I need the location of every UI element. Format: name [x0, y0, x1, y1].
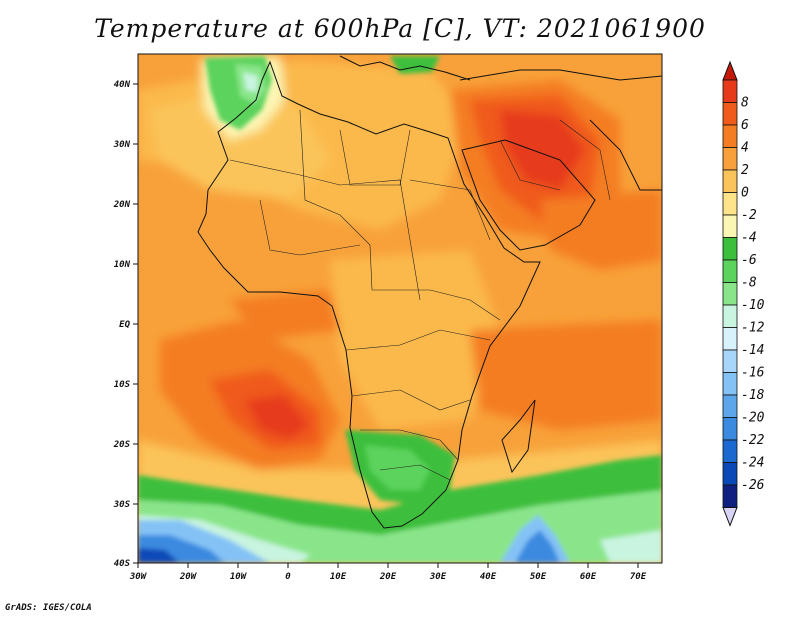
- lon-tick-label: 20W: [179, 572, 198, 582]
- colorbar-swatch: [722, 439, 738, 463]
- colorbar-label: 0: [741, 186, 749, 201]
- colorbar-label: -20: [741, 411, 765, 426]
- lon-tick-label: 10E: [330, 572, 347, 582]
- colorbar-label: -12: [741, 321, 765, 336]
- lat-tick-label: 30N: [113, 140, 131, 150]
- colorbar-swatch: [722, 259, 738, 283]
- colorbar-swatch: [722, 282, 738, 306]
- plot-frame: [137, 53, 663, 564]
- colorbar-swatch: [722, 169, 738, 193]
- colorbar-bottom-arrow: [722, 507, 738, 527]
- lat-tick-label: 20S: [113, 440, 131, 450]
- lon-tick-label: 40E: [480, 572, 497, 582]
- temperature-field: [138, 54, 662, 563]
- lon-tick-labels: 30W 20W 10W 0 10E 20E 30E 40E 50E 60E 70…: [129, 572, 647, 582]
- coastlines: [197, 55, 662, 529]
- lon-tick-label: 30E: [429, 572, 447, 582]
- colorbar: 8 6 4 2 0 -2 -4 -6 -8 -10 -12 -14 -16 -18 -20 -22 -24 -26: [722, 60, 765, 527]
- colorbar-label: -26: [741, 478, 765, 493]
- country-borders: [229, 109, 611, 481]
- colorbar-swatch: [722, 147, 738, 171]
- colorbar-swatch: [722, 304, 738, 328]
- colorbar-label: -8: [741, 276, 757, 291]
- colorbar-swatch: [722, 192, 738, 216]
- lat-tick-labels: 40N 30N 20N 10N EQ 10S 20S 30S 40S: [113, 80, 131, 569]
- colorbar-swatch: [722, 237, 738, 261]
- lat-tick-label: 20N: [113, 200, 131, 210]
- lon-tick-label: 50E: [530, 572, 547, 582]
- lat-tick-label: 40S: [114, 559, 131, 569]
- lon-tick-label: 0: [285, 572, 291, 582]
- colorbar-label: 8: [741, 96, 749, 111]
- lat-tick-label: 10N: [114, 260, 131, 270]
- colorbar-label: -6: [741, 253, 757, 268]
- lon-tick-label: 30W: [129, 572, 148, 582]
- colorbar-label: -4: [741, 231, 757, 246]
- lon-tick-label: 10W: [230, 572, 248, 582]
- lat-tick-label: EQ: [119, 320, 130, 330]
- colorbar-swatch: [722, 462, 738, 486]
- colorbar-label: 6: [741, 118, 749, 133]
- credit-label: GrADS: IGES/COLA: [5, 603, 92, 613]
- colorbar-swatch: [722, 79, 738, 103]
- colorbar-swatch: [722, 102, 738, 126]
- axis-ticks: [133, 83, 639, 568]
- colorbar-label: -24: [741, 456, 764, 471]
- colorbar-label: -22: [741, 433, 765, 448]
- colorbar-swatch: [722, 214, 738, 238]
- colorbar-swatch: [722, 349, 738, 373]
- colorbar-label: -16: [741, 366, 765, 381]
- colorbar-swatch: [722, 394, 738, 418]
- map-title: Temperature at 600hPa [C], VT: 202106190…: [94, 14, 706, 43]
- colorbar-swatch: [722, 124, 738, 148]
- lon-tick-label: 60E: [580, 572, 597, 582]
- colorbar-label: -10: [741, 298, 765, 313]
- colorbar-top-arrow: [722, 60, 738, 81]
- colorbar-label: -14: [741, 343, 764, 358]
- lon-tick-label: 70E: [630, 572, 647, 582]
- lat-tick-label: 30S: [113, 500, 131, 510]
- colorbar-label: 4: [741, 141, 749, 156]
- colorbar-swatch: [722, 372, 738, 396]
- lat-tick-label: 10S: [114, 380, 131, 390]
- colorbar-label: -18: [741, 388, 765, 403]
- colorbar-label: -2: [741, 208, 757, 223]
- colorbar-swatch: [722, 484, 738, 508]
- lon-tick-label: 20E: [379, 572, 397, 582]
- colorbar-label: 2: [741, 163, 749, 178]
- colorbar-swatch: [722, 417, 738, 441]
- lat-tick-label: 40N: [114, 80, 131, 90]
- colorbar-swatch: [722, 327, 738, 351]
